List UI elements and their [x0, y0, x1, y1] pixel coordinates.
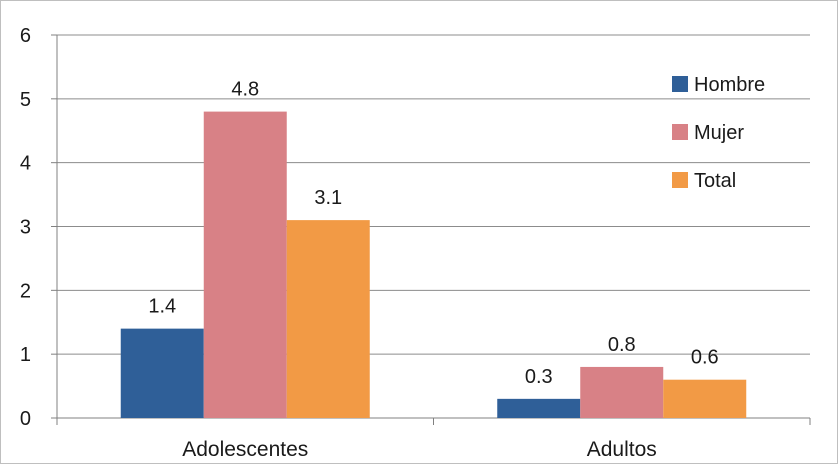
data-label: 3.1 — [314, 187, 342, 209]
data-label: 4.8 — [231, 79, 259, 101]
bar-hombre-adolescentes — [120, 328, 204, 418]
bar-total-adolescentes — [286, 220, 370, 418]
category-labels: Adolescentes Adultos — [182, 438, 657, 461]
data-labels: 1.4 4.8 3.1 0.3 0.8 0.6 — [148, 79, 718, 388]
category-label: Adolescentes — [182, 438, 308, 461]
y-axis-ticks: 0 1 2 3 4 5 6 — [20, 25, 31, 430]
y-tick-label: 4 — [20, 153, 31, 175]
y-tick-label: 5 — [20, 89, 31, 111]
data-label: 0.3 — [525, 366, 553, 388]
data-label: 0.6 — [691, 347, 719, 369]
legend: Hombre Mujer Total — [672, 74, 765, 192]
bar-mujer-adolescentes — [203, 111, 287, 418]
bars — [120, 111, 747, 418]
legend-label: Total — [694, 170, 736, 192]
y-tick-label: 2 — [20, 280, 31, 302]
legend-label: Mujer — [694, 122, 744, 144]
legend-swatch-mujer — [672, 124, 688, 140]
y-tick-label: 3 — [20, 217, 31, 239]
legend-swatch-total — [672, 172, 688, 188]
legend-label: Hombre — [694, 74, 765, 96]
y-tick-label: 6 — [20, 25, 31, 47]
data-label: 0.8 — [608, 334, 636, 356]
bar-mujer-adultos — [580, 366, 664, 418]
y-tick-label: 0 — [20, 408, 31, 430]
y-tick-label: 1 — [20, 344, 31, 366]
data-label: 1.4 — [148, 296, 176, 318]
category-label: Adultos — [587, 438, 657, 461]
legend-swatch-hombre — [672, 76, 688, 92]
bar-total-adultos — [663, 379, 747, 418]
bar-hombre-adultos — [497, 398, 581, 418]
